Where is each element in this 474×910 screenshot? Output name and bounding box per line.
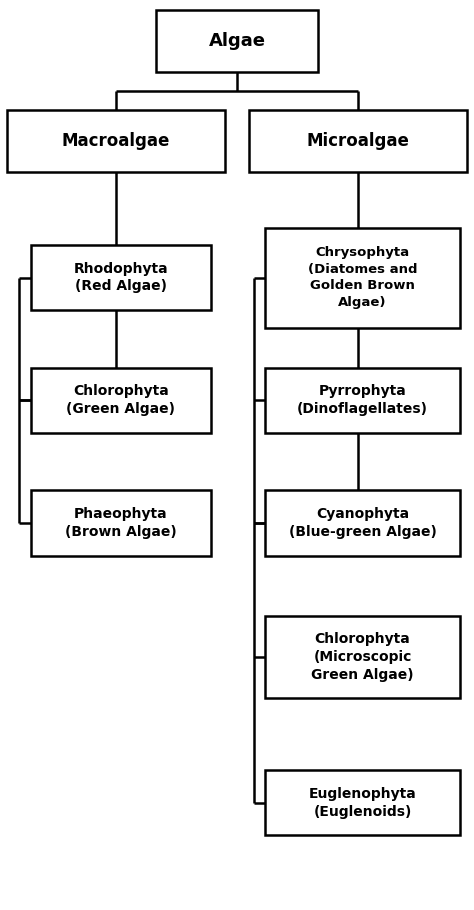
- Text: Macroalgae: Macroalgae: [62, 132, 170, 150]
- FancyBboxPatch shape: [31, 368, 211, 433]
- Text: Chlorophyta
(Microscopic
Green Algae): Chlorophyta (Microscopic Green Algae): [311, 632, 414, 682]
- Text: Phaeophyta
(Brown Algae): Phaeophyta (Brown Algae): [65, 508, 177, 539]
- Text: Rhodophyta
(Red Algae): Rhodophyta (Red Algae): [73, 262, 168, 293]
- FancyBboxPatch shape: [265, 770, 460, 835]
- Text: Cyanophyta
(Blue-green Algae): Cyanophyta (Blue-green Algae): [289, 508, 437, 539]
- FancyBboxPatch shape: [265, 228, 460, 328]
- FancyBboxPatch shape: [156, 10, 318, 72]
- Text: Chrysophyta
(Diatomes and
Golden Brown
Algae): Chrysophyta (Diatomes and Golden Brown A…: [308, 247, 418, 308]
- FancyBboxPatch shape: [249, 110, 467, 172]
- Text: Chlorophyta
(Green Algae): Chlorophyta (Green Algae): [66, 384, 175, 417]
- FancyBboxPatch shape: [31, 245, 211, 310]
- Text: Pyrrophyta
(Dinoflagellates): Pyrrophyta (Dinoflagellates): [297, 384, 428, 417]
- FancyBboxPatch shape: [265, 368, 460, 433]
- FancyBboxPatch shape: [265, 490, 460, 556]
- Text: Algae: Algae: [209, 32, 265, 50]
- FancyBboxPatch shape: [265, 616, 460, 698]
- FancyBboxPatch shape: [31, 490, 211, 556]
- Text: Microalgae: Microalgae: [306, 132, 410, 150]
- Text: Euglenophyta
(Euglenoids): Euglenophyta (Euglenoids): [309, 786, 417, 819]
- FancyBboxPatch shape: [7, 110, 225, 172]
